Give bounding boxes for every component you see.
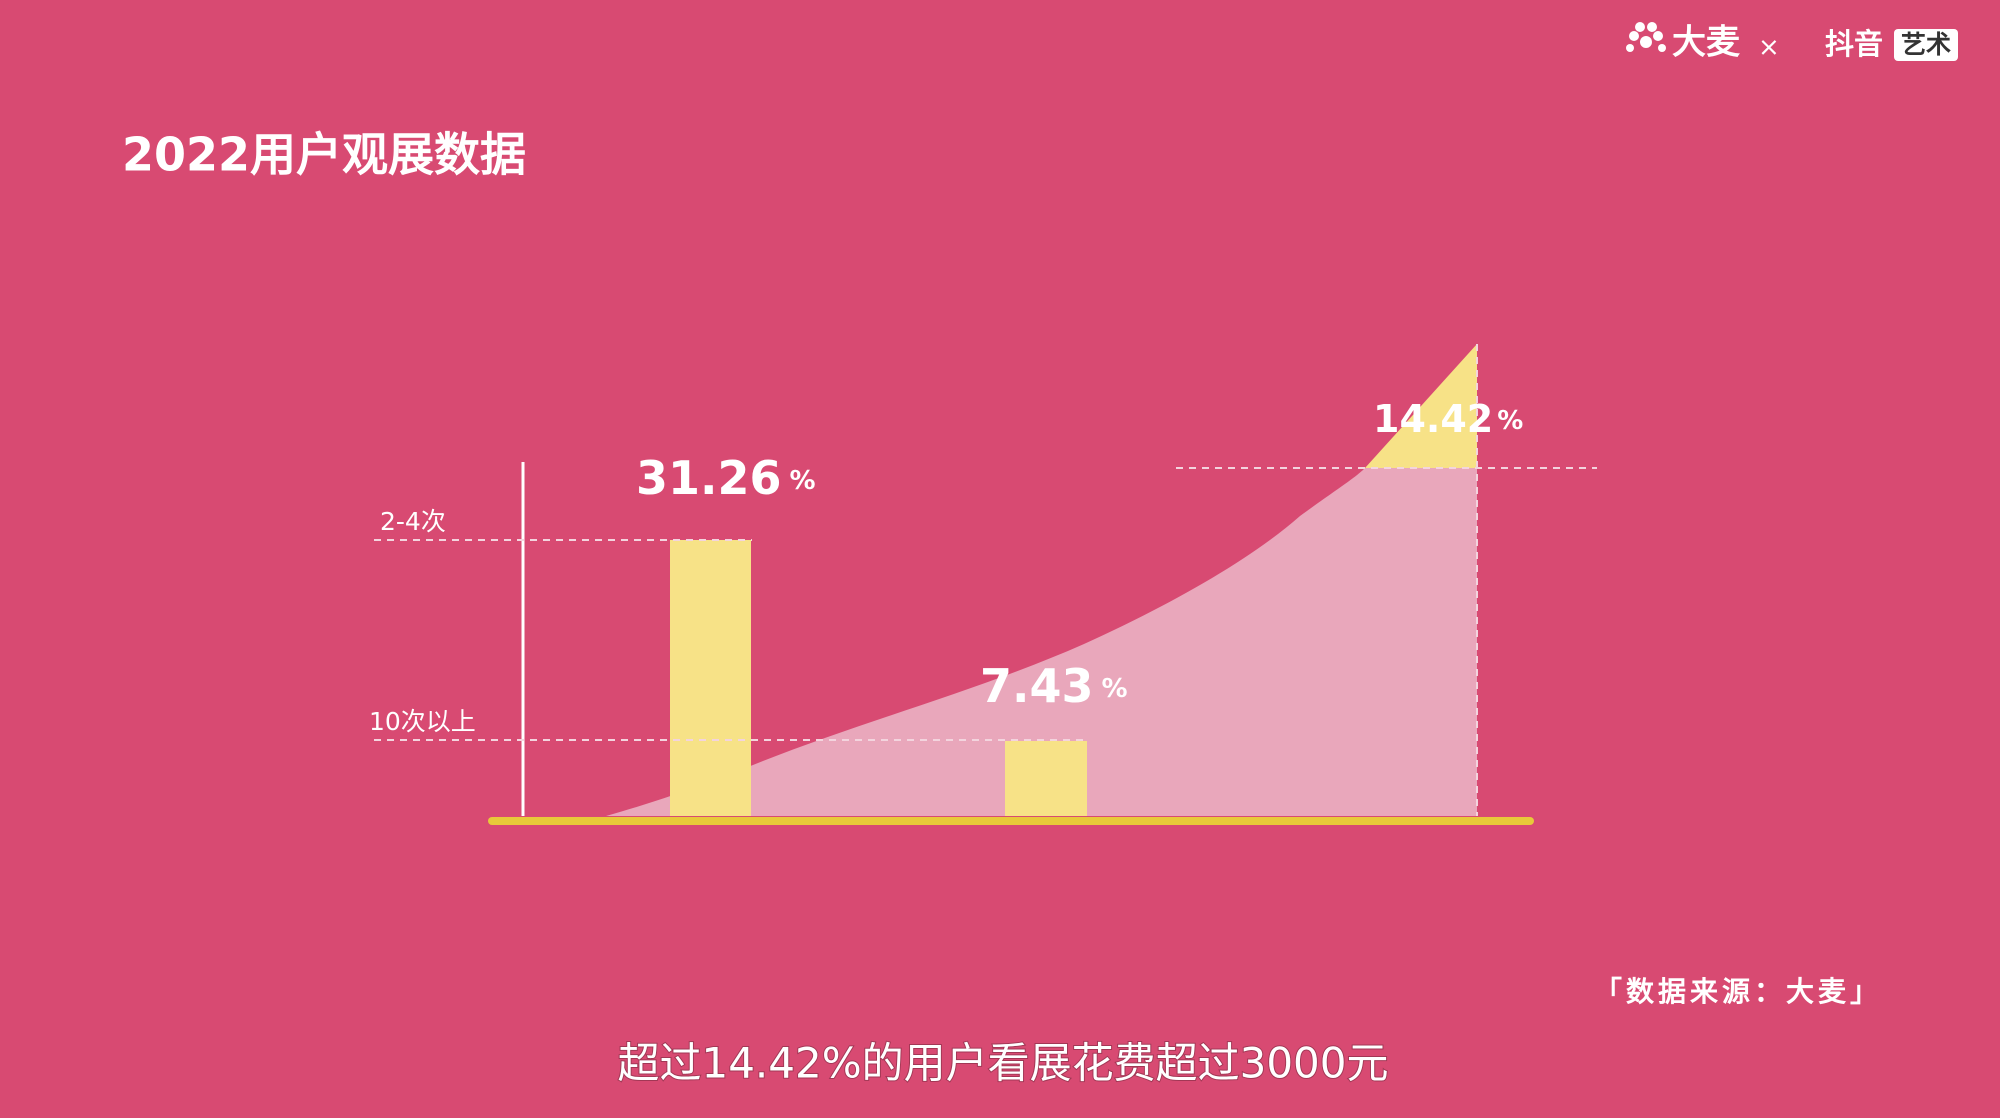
- logo-tag: 艺术: [1901, 30, 1951, 59]
- percent-label: 7.43%: [980, 659, 1128, 713]
- bar: [670, 540, 751, 816]
- logo-separator: ×: [1758, 33, 1780, 63]
- logo-tag-box: [1894, 29, 1958, 61]
- logo-icon: [1626, 22, 1666, 52]
- percent-value: 7.43: [980, 659, 1094, 713]
- percent-unit: %: [790, 466, 816, 496]
- logo-brand: 大麦: [1672, 23, 1740, 63]
- percent-unit: %: [1497, 406, 1523, 436]
- level-label: 10次以上: [369, 707, 476, 736]
- area: [606, 468, 1477, 816]
- percent-value: 31.26: [636, 451, 782, 505]
- bar: [1005, 741, 1087, 816]
- percent-label: 31.26%: [636, 451, 816, 505]
- title: 2022用户观展数据: [122, 128, 526, 182]
- subtitle: 超过14.42%的用户看展花费超过3000元: [617, 1039, 1388, 1088]
- percent-unit: %: [1102, 674, 1128, 704]
- logo-partner: 抖音: [1825, 27, 1883, 61]
- infographic: 2-4次 10次以上 31.26% 7.43% 14.42%: [369, 344, 1597, 825]
- area-peak: [1365, 344, 1477, 468]
- percent-value: 14.42: [1373, 397, 1493, 441]
- level-label: 2-4次: [380, 507, 446, 536]
- source: 「数据来源：大麦」: [1594, 975, 1882, 1008]
- logo: 大麦 × 抖音 艺术: [1626, 22, 1958, 63]
- percent-label: 14.42%: [1373, 397, 1523, 441]
